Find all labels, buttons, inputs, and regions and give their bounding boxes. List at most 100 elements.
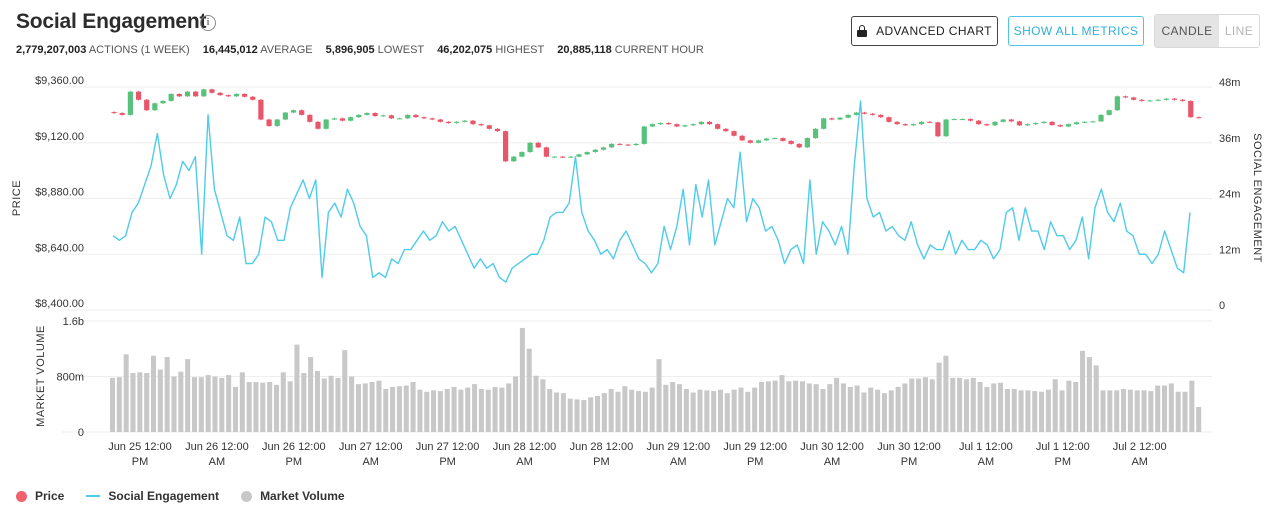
volume-bar xyxy=(123,354,129,432)
volume-bar xyxy=(950,377,956,432)
volume-bar xyxy=(567,398,573,432)
price-candle xyxy=(641,126,647,144)
volume-bar xyxy=(431,390,437,433)
legend-item-price[interactable]: Price xyxy=(16,489,64,503)
legend-item-volume[interactable]: Market Volume xyxy=(241,489,345,503)
legend-volume-swatch xyxy=(241,490,253,502)
volume-bar xyxy=(758,382,764,432)
volume-bar xyxy=(574,399,580,432)
legend-volume-label: Market Volume xyxy=(260,489,345,503)
price-candle xyxy=(1065,124,1072,127)
price-candle xyxy=(1106,110,1112,115)
advanced-chart-label: ADVANCED CHART xyxy=(876,24,992,38)
legend-price-label: Price xyxy=(35,489,65,503)
price-candle xyxy=(633,143,639,146)
volume-bar xyxy=(1004,388,1010,432)
advanced-chart-button[interactable]: ADVANCED CHART xyxy=(851,16,998,46)
price-candle xyxy=(462,120,468,122)
volume-bar xyxy=(786,381,792,432)
volume-bar xyxy=(745,391,751,432)
line-toggle-option[interactable]: LINE xyxy=(1219,15,1259,47)
volume-bar xyxy=(424,391,430,432)
social-engagement-chart[interactable]: $9,360.00 $9,120.00 $8,880.00 $8,640.00 $8,4… xyxy=(0,70,1274,475)
x-tick-label: Jun 30 12:00 xyxy=(800,441,864,453)
volume-bar xyxy=(847,386,853,432)
volume-bar xyxy=(376,380,382,432)
volume-bar xyxy=(554,392,560,432)
volume-bar xyxy=(888,390,894,433)
volume-bar xyxy=(738,387,744,432)
price-candle xyxy=(788,140,794,144)
volume-bar xyxy=(280,372,286,432)
x-tick-label: PM xyxy=(593,456,610,468)
show-all-metrics-button[interactable]: SHOW ALL METRICS xyxy=(1008,16,1144,46)
volume-bar xyxy=(150,355,157,432)
price-candle xyxy=(135,91,142,100)
volume-bar xyxy=(1168,383,1174,432)
stats-bar: 2,779,207,003 ACTIONS (1 WEEK) 16,445,01… xyxy=(16,44,714,56)
price-candle xyxy=(649,124,656,127)
price-candle xyxy=(160,100,166,104)
volume-bar xyxy=(936,362,942,433)
price-tick-label: $8,640.00 xyxy=(35,242,84,254)
price-candle xyxy=(1049,121,1055,126)
volume-bar xyxy=(1155,385,1161,432)
volume-bar xyxy=(1086,357,1092,432)
volume-tick-label: 0 xyxy=(78,427,84,439)
x-tick-label: AM xyxy=(362,456,379,468)
price-candle xyxy=(747,140,753,143)
price-candle xyxy=(225,95,231,97)
candle-toggle-option[interactable]: CANDLE xyxy=(1155,15,1219,47)
price-candle xyxy=(755,140,762,143)
volume-bar xyxy=(752,387,758,432)
price-candle xyxy=(861,112,868,114)
volume-bar xyxy=(861,392,867,432)
price-candle xyxy=(1000,119,1006,122)
volume-bar xyxy=(437,391,443,432)
price-candle xyxy=(282,112,288,120)
price-candle xyxy=(927,121,933,123)
price-candle xyxy=(568,156,574,158)
volume-bar xyxy=(1052,379,1058,432)
price-candle xyxy=(551,156,558,158)
price-candle xyxy=(152,103,158,111)
volume-tick-label: 800m xyxy=(56,372,84,384)
volume-bar xyxy=(943,355,949,432)
price-candle xyxy=(1139,99,1145,101)
price-candle xyxy=(315,121,321,129)
price-candle xyxy=(967,119,974,121)
volume-bar xyxy=(731,389,737,432)
price-candle xyxy=(976,120,982,125)
volume-bar xyxy=(191,377,197,432)
volume-bar xyxy=(1100,390,1106,433)
volume-bar xyxy=(676,384,683,432)
volume-bar xyxy=(820,388,826,432)
price-candle xyxy=(241,93,248,97)
volume-bar xyxy=(335,377,341,432)
price-candle xyxy=(543,147,549,157)
volume-bar xyxy=(806,383,812,432)
legend-item-engagement[interactable]: Social Engagement xyxy=(86,489,219,503)
price-candle xyxy=(348,117,354,121)
volume-bar xyxy=(144,373,150,432)
volume-bar xyxy=(267,382,273,432)
volume-bar xyxy=(314,370,320,432)
x-tick-label: PM xyxy=(747,456,764,468)
price-candle xyxy=(935,122,941,137)
volume-bar xyxy=(601,393,607,432)
price-candle xyxy=(592,149,598,153)
volume-bar xyxy=(1114,390,1120,433)
price-candle xyxy=(413,114,419,118)
volume-bar xyxy=(253,382,259,432)
volume-bar xyxy=(226,375,232,432)
volume-bar xyxy=(793,380,799,432)
volume-bar xyxy=(1107,390,1113,433)
volume-bar xyxy=(704,390,710,433)
price-candle xyxy=(690,124,696,126)
price-tick-label: $9,120.00 xyxy=(35,131,84,143)
info-icon[interactable]: i xyxy=(200,15,216,31)
price-candle xyxy=(829,118,835,120)
price-candle xyxy=(258,99,264,120)
price-candle xyxy=(1057,125,1063,127)
price-candle xyxy=(176,93,182,97)
